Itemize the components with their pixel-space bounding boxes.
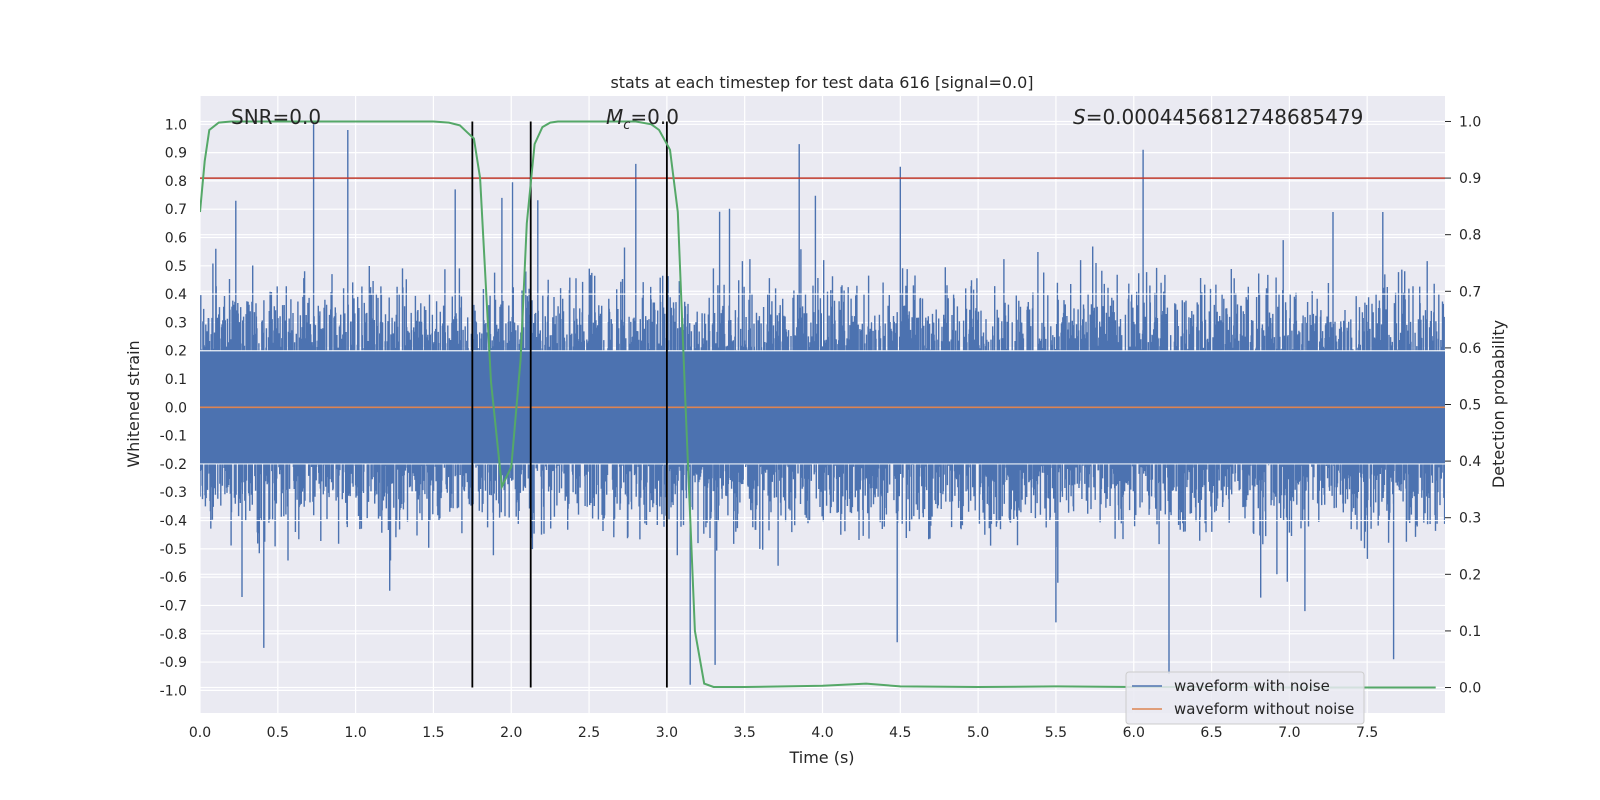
right-y-tick-label: 0.1	[1459, 624, 1481, 640]
left-y-tick-label: -0.4	[160, 514, 187, 530]
x-tick-label: 1.0	[344, 725, 366, 741]
left-y-tick-label: 0.6	[165, 231, 187, 247]
chirp-mass-symbol: M	[606, 105, 623, 129]
left-y-tick-label: 0.9	[165, 146, 187, 162]
snr-annotation: SNR=0.0	[231, 105, 321, 129]
left-y-tick-label: 1.0	[165, 117, 187, 133]
left-y-tick-label: 0.3	[165, 315, 187, 331]
left-y-tick-label: -0.7	[160, 598, 187, 614]
legend-label-waveform-with-noise: waveform with noise	[1174, 677, 1330, 695]
series-waveform-with-noise	[200, 124, 1445, 685]
x-tick-label: 0.0	[189, 725, 211, 741]
right-y-tick-label: 0.3	[1459, 511, 1481, 527]
x-tick-label: 4.5	[889, 725, 911, 741]
x-tick-label: 3.0	[656, 725, 678, 741]
vertical-markers	[471, 121, 668, 688]
series-detection-probability	[200, 120, 1436, 689]
left-y-tick-label: -0.9	[160, 655, 187, 671]
x-tick-label: 4.0	[811, 725, 833, 741]
right-y-axis-ticks: 0.0 0.1 0.2 0.3 0.4 0.5 0.6 0.7 0.8 0.9 1.0	[1445, 114, 1481, 697]
x-tick-label: 6.0	[1123, 725, 1145, 741]
chirp-mass-value: =0.0	[630, 105, 679, 129]
left-y-tick-label: 0.8	[165, 174, 187, 190]
chirp-mass-subscript: c	[623, 118, 630, 133]
left-y-tick-label: 0.7	[165, 202, 187, 218]
x-tick-label: 7.0	[1278, 725, 1300, 741]
left-y-tick-label: -0.1	[160, 429, 187, 445]
right-y-tick-label: 0.0	[1459, 681, 1481, 697]
x-tick-label: 6.5	[1200, 725, 1222, 741]
left-y-tick-label: 0.0	[165, 400, 187, 416]
x-tick-label: 1.5	[422, 725, 444, 741]
x-tick-label: 5.5	[1045, 725, 1067, 741]
left-y-tick-label: -0.8	[160, 627, 187, 643]
right-y-tick-label: 0.5	[1459, 398, 1481, 414]
chart-title: stats at each timestep for test data 616…	[610, 73, 1033, 92]
legend-label-waveform-without-noise: waveform without noise	[1174, 700, 1354, 718]
x-tick-label: 5.0	[967, 725, 989, 741]
right-y-tick-label: 0.2	[1459, 567, 1481, 583]
x-tick-label: 2.5	[578, 725, 600, 741]
right-y-tick-label: 0.4	[1459, 454, 1481, 470]
x-axis-ticks: 0.0 0.5 1.0 1.5 2.0 2.5 3.0 3.5 4.0 4.5 5.0 5.5 6.0 6…	[189, 725, 1378, 741]
x-tick-label: 0.5	[267, 725, 289, 741]
right-y-tick-label: 0.6	[1459, 341, 1481, 357]
s-statistic-symbol: S	[1073, 105, 1086, 129]
left-y-tick-label: -0.3	[160, 485, 187, 501]
x-tick-label: 2.0	[500, 725, 522, 741]
left-y-axis-label: Whitened strain	[124, 340, 143, 467]
detection-probability-line	[200, 120, 1436, 689]
left-y-tick-label: -0.5	[160, 542, 187, 558]
left-y-tick-label: 0.4	[165, 287, 187, 303]
x-tick-label: 3.5	[734, 725, 756, 741]
right-y-tick-label: 0.7	[1459, 284, 1481, 300]
x-axis-label: Time (s)	[788, 748, 854, 767]
legend: waveform with noise waveform without noi…	[1125, 671, 1365, 725]
right-y-tick-label: 1.0	[1459, 114, 1481, 130]
left-y-tick-label: -0.6	[160, 570, 187, 586]
left-y-tick-label: -0.2	[160, 457, 187, 473]
left-y-tick-label: 0.1	[165, 372, 187, 388]
left-y-tick-label: 0.5	[165, 259, 187, 275]
right-y-axis-label: Detection probability	[1489, 320, 1508, 488]
right-y-tick-label: 0.9	[1459, 171, 1481, 187]
left-y-axis-ticks: -1.0 -0.9 -0.8 -0.7 -0.6 -0.5 -0.4 -0.3 -0.2 -0.1…	[160, 117, 187, 699]
x-tick-label: 7.5	[1356, 725, 1378, 741]
s-statistic-annotation: S=0.0004456812748685479	[1073, 105, 1363, 129]
legend-frame	[1125, 671, 1365, 725]
left-y-tick-label: 0.2	[165, 344, 187, 360]
chirp-mass-annotation: Mc=0.0	[606, 105, 679, 133]
right-y-tick-label: 0.8	[1459, 228, 1481, 244]
s-statistic-value: =0.0004456812748685479	[1086, 105, 1364, 129]
left-y-tick-label: -1.0	[160, 683, 187, 699]
